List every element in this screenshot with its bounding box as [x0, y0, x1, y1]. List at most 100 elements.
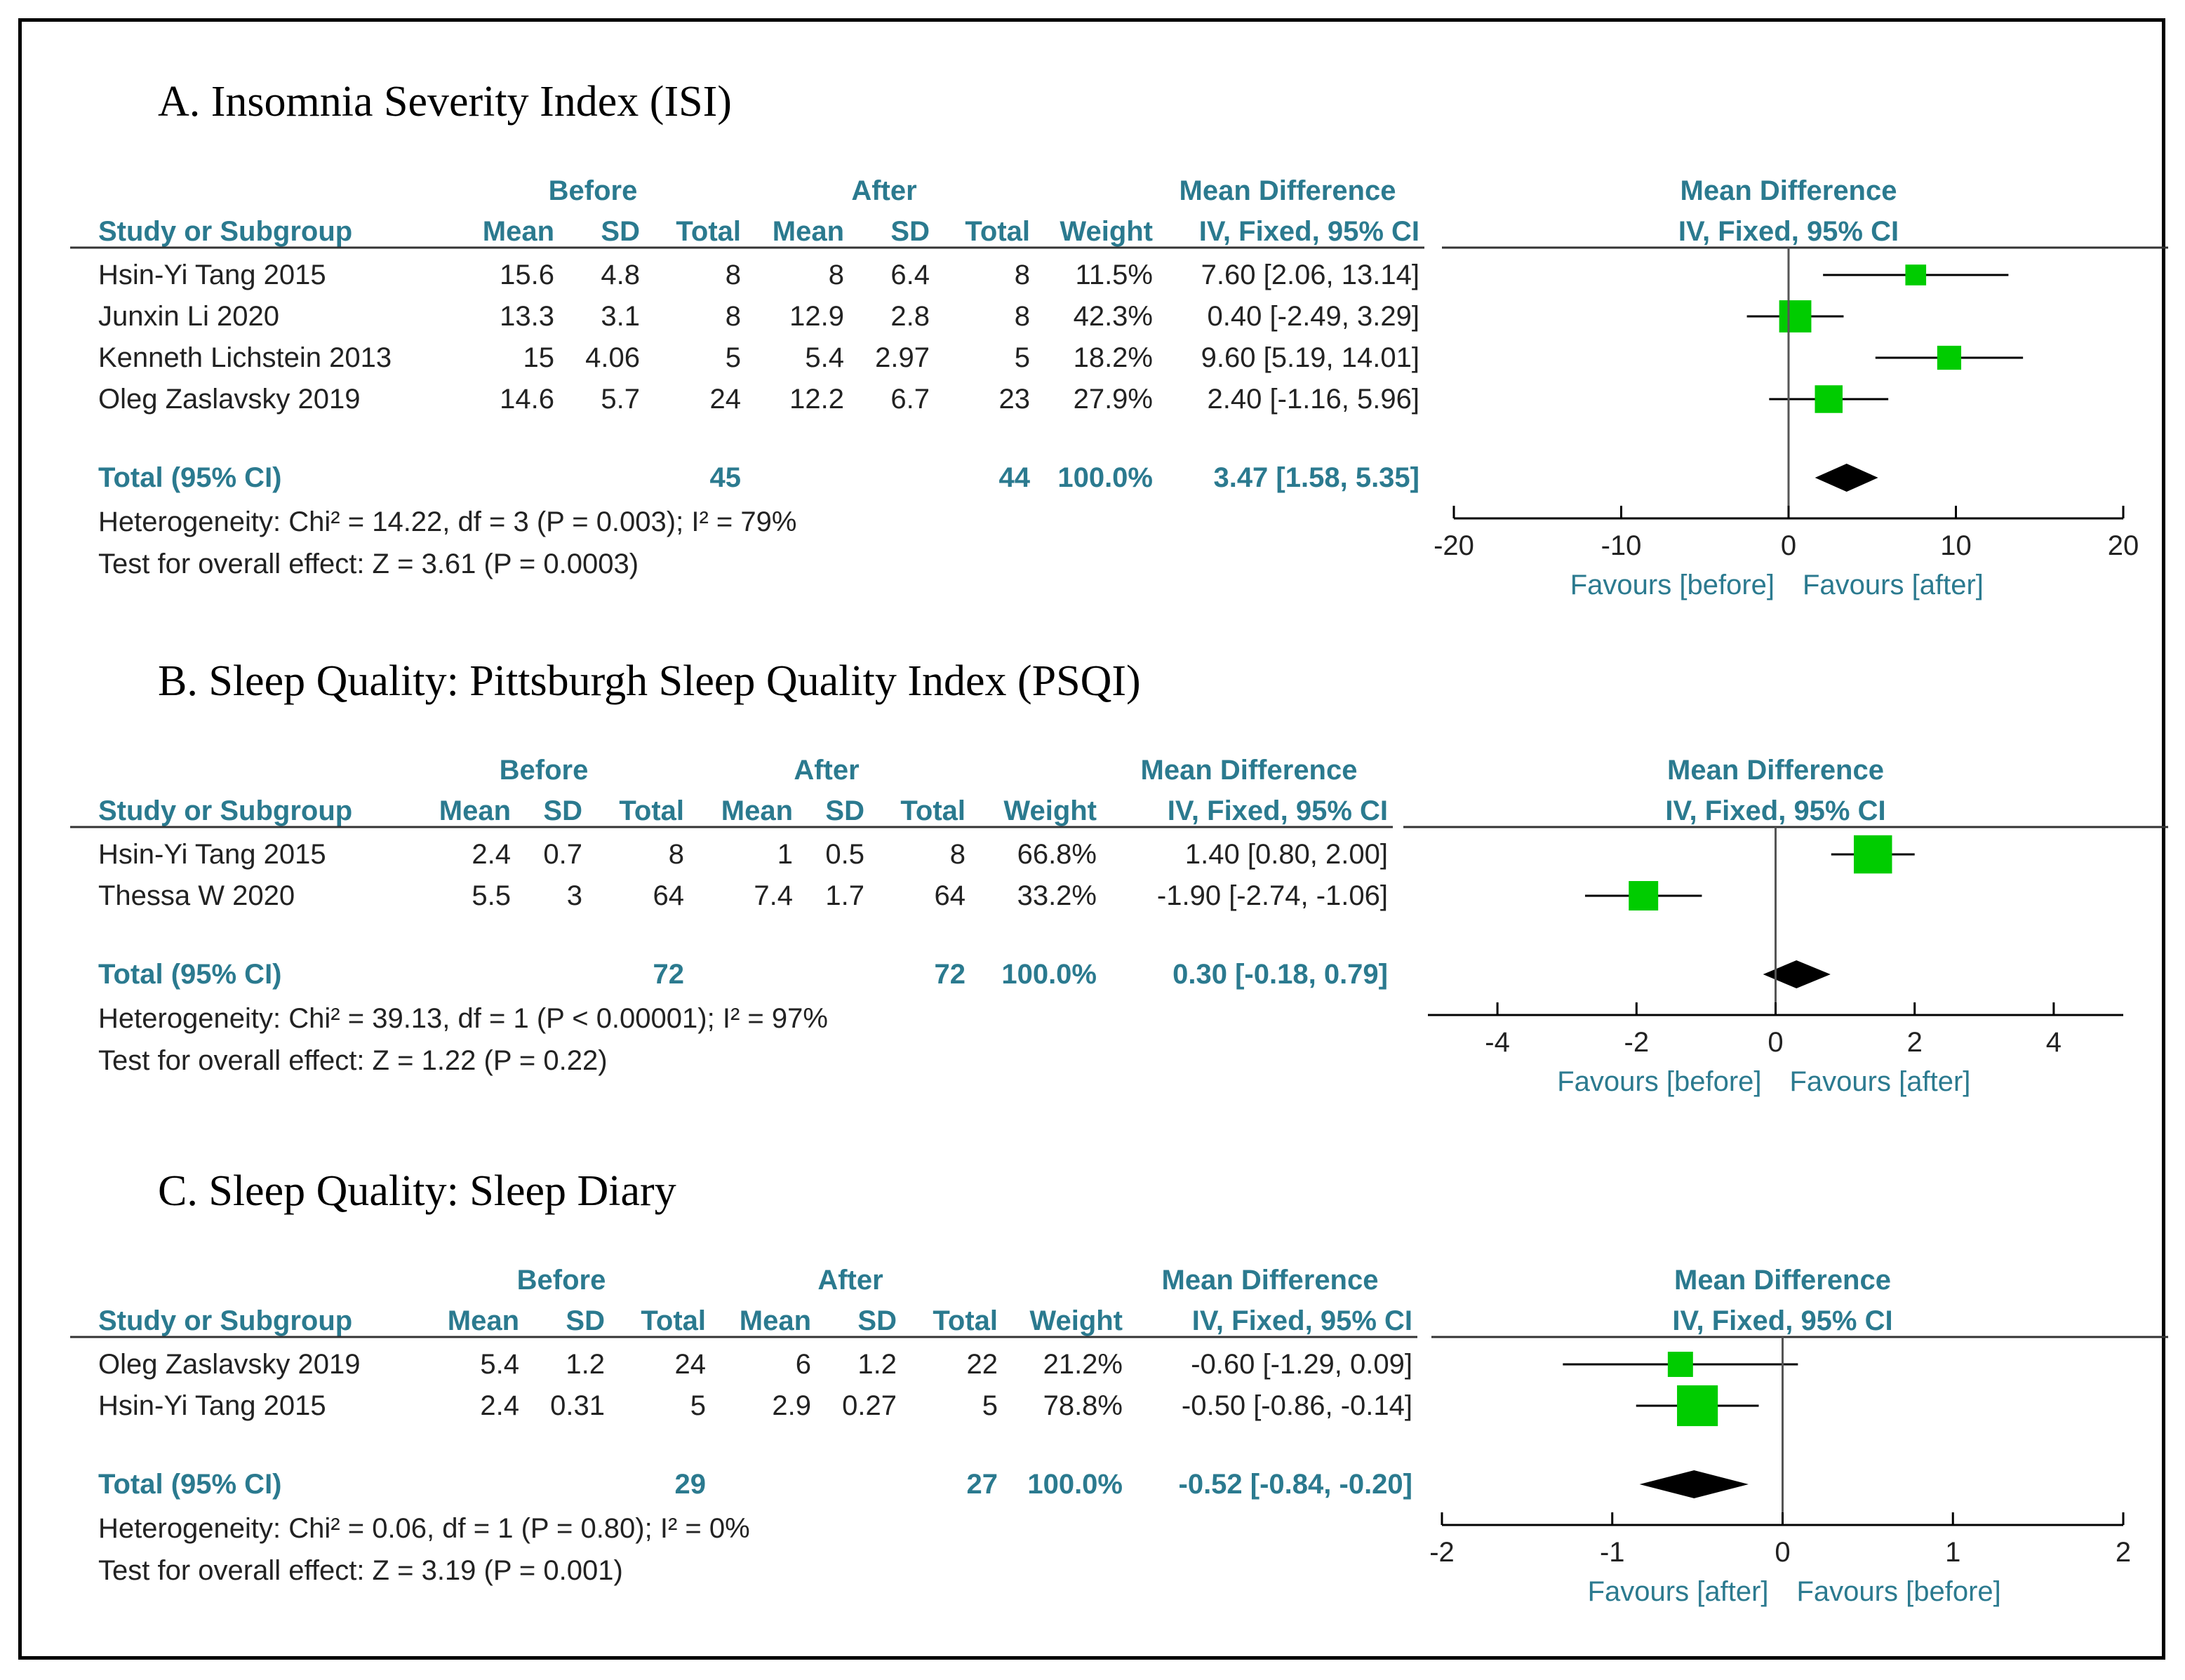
- study-marker: [1853, 835, 1892, 874]
- study-name: Hsin-Yi Tang 2015: [98, 260, 326, 290]
- x-tick-label: 4: [2046, 1027, 2062, 1058]
- after-sd: 0.27: [842, 1390, 897, 1421]
- col-study: Study or Subgroup: [98, 1305, 352, 1336]
- study-marker: [1779, 300, 1812, 332]
- total-before-n: 45: [710, 462, 742, 493]
- study-md-ci: 0.40 [-2.49, 3.29]: [1208, 301, 1419, 332]
- col-after-sd: SD: [825, 795, 864, 826]
- heterogeneity-text: Heterogeneity: Chi² = 39.13, df = 1 (P <…: [98, 1003, 828, 1034]
- x-tick-label: 0: [1768, 1027, 1783, 1058]
- plot-header-ci: IV, Fixed, 95% CI: [1665, 795, 1885, 826]
- overall-effect-text: Test for overall effect: Z = 3.19 (P = 0…: [98, 1555, 623, 1586]
- summary-diamond: [1763, 960, 1831, 988]
- overall-effect-text: Test for overall effect: Z = 3.61 (P = 0…: [98, 549, 639, 579]
- col-group-before: Before: [549, 175, 638, 206]
- before-sd: 4.8: [601, 260, 640, 290]
- study-weight: 78.8%: [1043, 1390, 1123, 1421]
- col-before-total: Total: [619, 795, 684, 826]
- total-weight: 100.0%: [1027, 1469, 1123, 1500]
- col-weight: Weight: [1060, 216, 1153, 247]
- col-group-after: After: [817, 1265, 883, 1296]
- before-mean: 5.5: [472, 880, 511, 911]
- plot-header-md: Mean Difference: [1667, 755, 1884, 786]
- before-mean: 2.4: [480, 1390, 519, 1421]
- col-study: Study or Subgroup: [98, 216, 352, 247]
- after-mean: 1: [777, 839, 793, 870]
- col-weight: Weight: [1003, 795, 1097, 826]
- favours-left-label: Favours [after]: [1588, 1576, 1769, 1607]
- study-md-ci: 1.40 [0.80, 2.00]: [1185, 839, 1388, 870]
- col-before-mean: Mean: [483, 216, 554, 247]
- x-tick-label: 2: [2116, 1537, 2131, 1568]
- summary-diamond: [1639, 1470, 1749, 1498]
- panel-title: A. Insomnia Severity Index (ISI): [158, 78, 732, 126]
- study-md-ci: 9.60 [5.19, 14.01]: [1201, 342, 1419, 373]
- total-weight: 100.0%: [1001, 959, 1097, 990]
- col-group-after: After: [851, 175, 916, 206]
- study-name: Oleg Zaslavsky 2019: [98, 1349, 361, 1380]
- before-total: 5: [690, 1390, 706, 1421]
- col-md-ci: IV, Fixed, 95% CI: [1199, 216, 1419, 247]
- after-sd: 6.4: [890, 260, 930, 290]
- col-before-mean: Mean: [448, 1305, 519, 1336]
- col-weight: Weight: [1029, 1305, 1123, 1336]
- study-name: Kenneth Lichstein 2013: [98, 342, 392, 373]
- after-mean: 2.9: [772, 1390, 811, 1421]
- col-after-sd: SD: [890, 216, 930, 247]
- x-tick-label: 1: [1945, 1537, 1960, 1568]
- after-sd: 2.97: [875, 342, 930, 373]
- after-mean: 12.9: [789, 301, 844, 332]
- total-label: Total (95% CI): [98, 1469, 282, 1500]
- heterogeneity-text: Heterogeneity: Chi² = 14.22, df = 3 (P =…: [98, 506, 796, 537]
- study-name: Junxin Li 2020: [98, 301, 279, 332]
- after-sd: 1.2: [857, 1349, 897, 1380]
- study-name: Hsin-Yi Tang 2015: [98, 1390, 326, 1421]
- x-tick-label: 20: [2108, 530, 2139, 561]
- x-tick-label: 0: [1781, 530, 1796, 561]
- study-md-ci: -0.50 [-0.86, -0.14]: [1182, 1390, 1412, 1421]
- col-md-ci: IV, Fixed, 95% CI: [1192, 1305, 1412, 1336]
- before-mean: 15: [523, 342, 555, 373]
- total-md-ci: 0.30 [-0.18, 0.79]: [1172, 959, 1388, 990]
- after-total: 5: [982, 1390, 998, 1421]
- x-tick-label: 10: [1940, 530, 1972, 561]
- after-sd: 2.8: [890, 301, 930, 332]
- study-marker: [1815, 385, 1843, 413]
- x-tick-label: -2: [1429, 1537, 1455, 1568]
- total-after-n: 44: [999, 462, 1031, 493]
- x-tick-label: -2: [1624, 1027, 1650, 1058]
- after-total: 64: [935, 880, 966, 911]
- study-weight: 66.8%: [1017, 839, 1097, 870]
- col-after-total: Total: [965, 216, 1030, 247]
- before-total: 24: [675, 1349, 707, 1380]
- after-mean: 8: [829, 260, 844, 290]
- x-tick-label: -1: [1600, 1537, 1625, 1568]
- before-sd: 3.1: [601, 301, 640, 332]
- before-total: 64: [653, 880, 685, 911]
- study-marker: [1629, 881, 1659, 910]
- after-total: 8: [950, 839, 965, 870]
- after-total: 5: [1015, 342, 1030, 373]
- col-study: Study or Subgroup: [98, 795, 352, 826]
- total-before-n: 29: [675, 1469, 707, 1500]
- after-sd: 0.5: [825, 839, 864, 870]
- col-group-after: After: [794, 755, 859, 786]
- study-marker: [1905, 264, 1927, 285]
- col-after-total: Total: [900, 795, 965, 826]
- total-weight: 100.0%: [1057, 462, 1153, 493]
- figure-frame: [18, 18, 2165, 1660]
- total-label: Total (95% CI): [98, 959, 282, 990]
- total-md-ci: -0.52 [-0.84, -0.20]: [1179, 1469, 1413, 1500]
- study-md-ci: -1.90 [-2.74, -1.06]: [1157, 880, 1388, 911]
- x-tick-label: -10: [1601, 530, 1642, 561]
- study-weight: 27.9%: [1074, 384, 1153, 415]
- study-weight: 42.3%: [1074, 301, 1153, 332]
- total-after-n: 72: [935, 959, 966, 990]
- x-tick-label: 0: [1775, 1537, 1790, 1568]
- study-md-ci: 7.60 [2.06, 13.14]: [1201, 260, 1419, 290]
- before-sd: 0.7: [543, 839, 582, 870]
- x-tick-label: 2: [1907, 1027, 1923, 1058]
- plot-header-md: Mean Difference: [1674, 1265, 1891, 1296]
- after-total: 23: [999, 384, 1031, 415]
